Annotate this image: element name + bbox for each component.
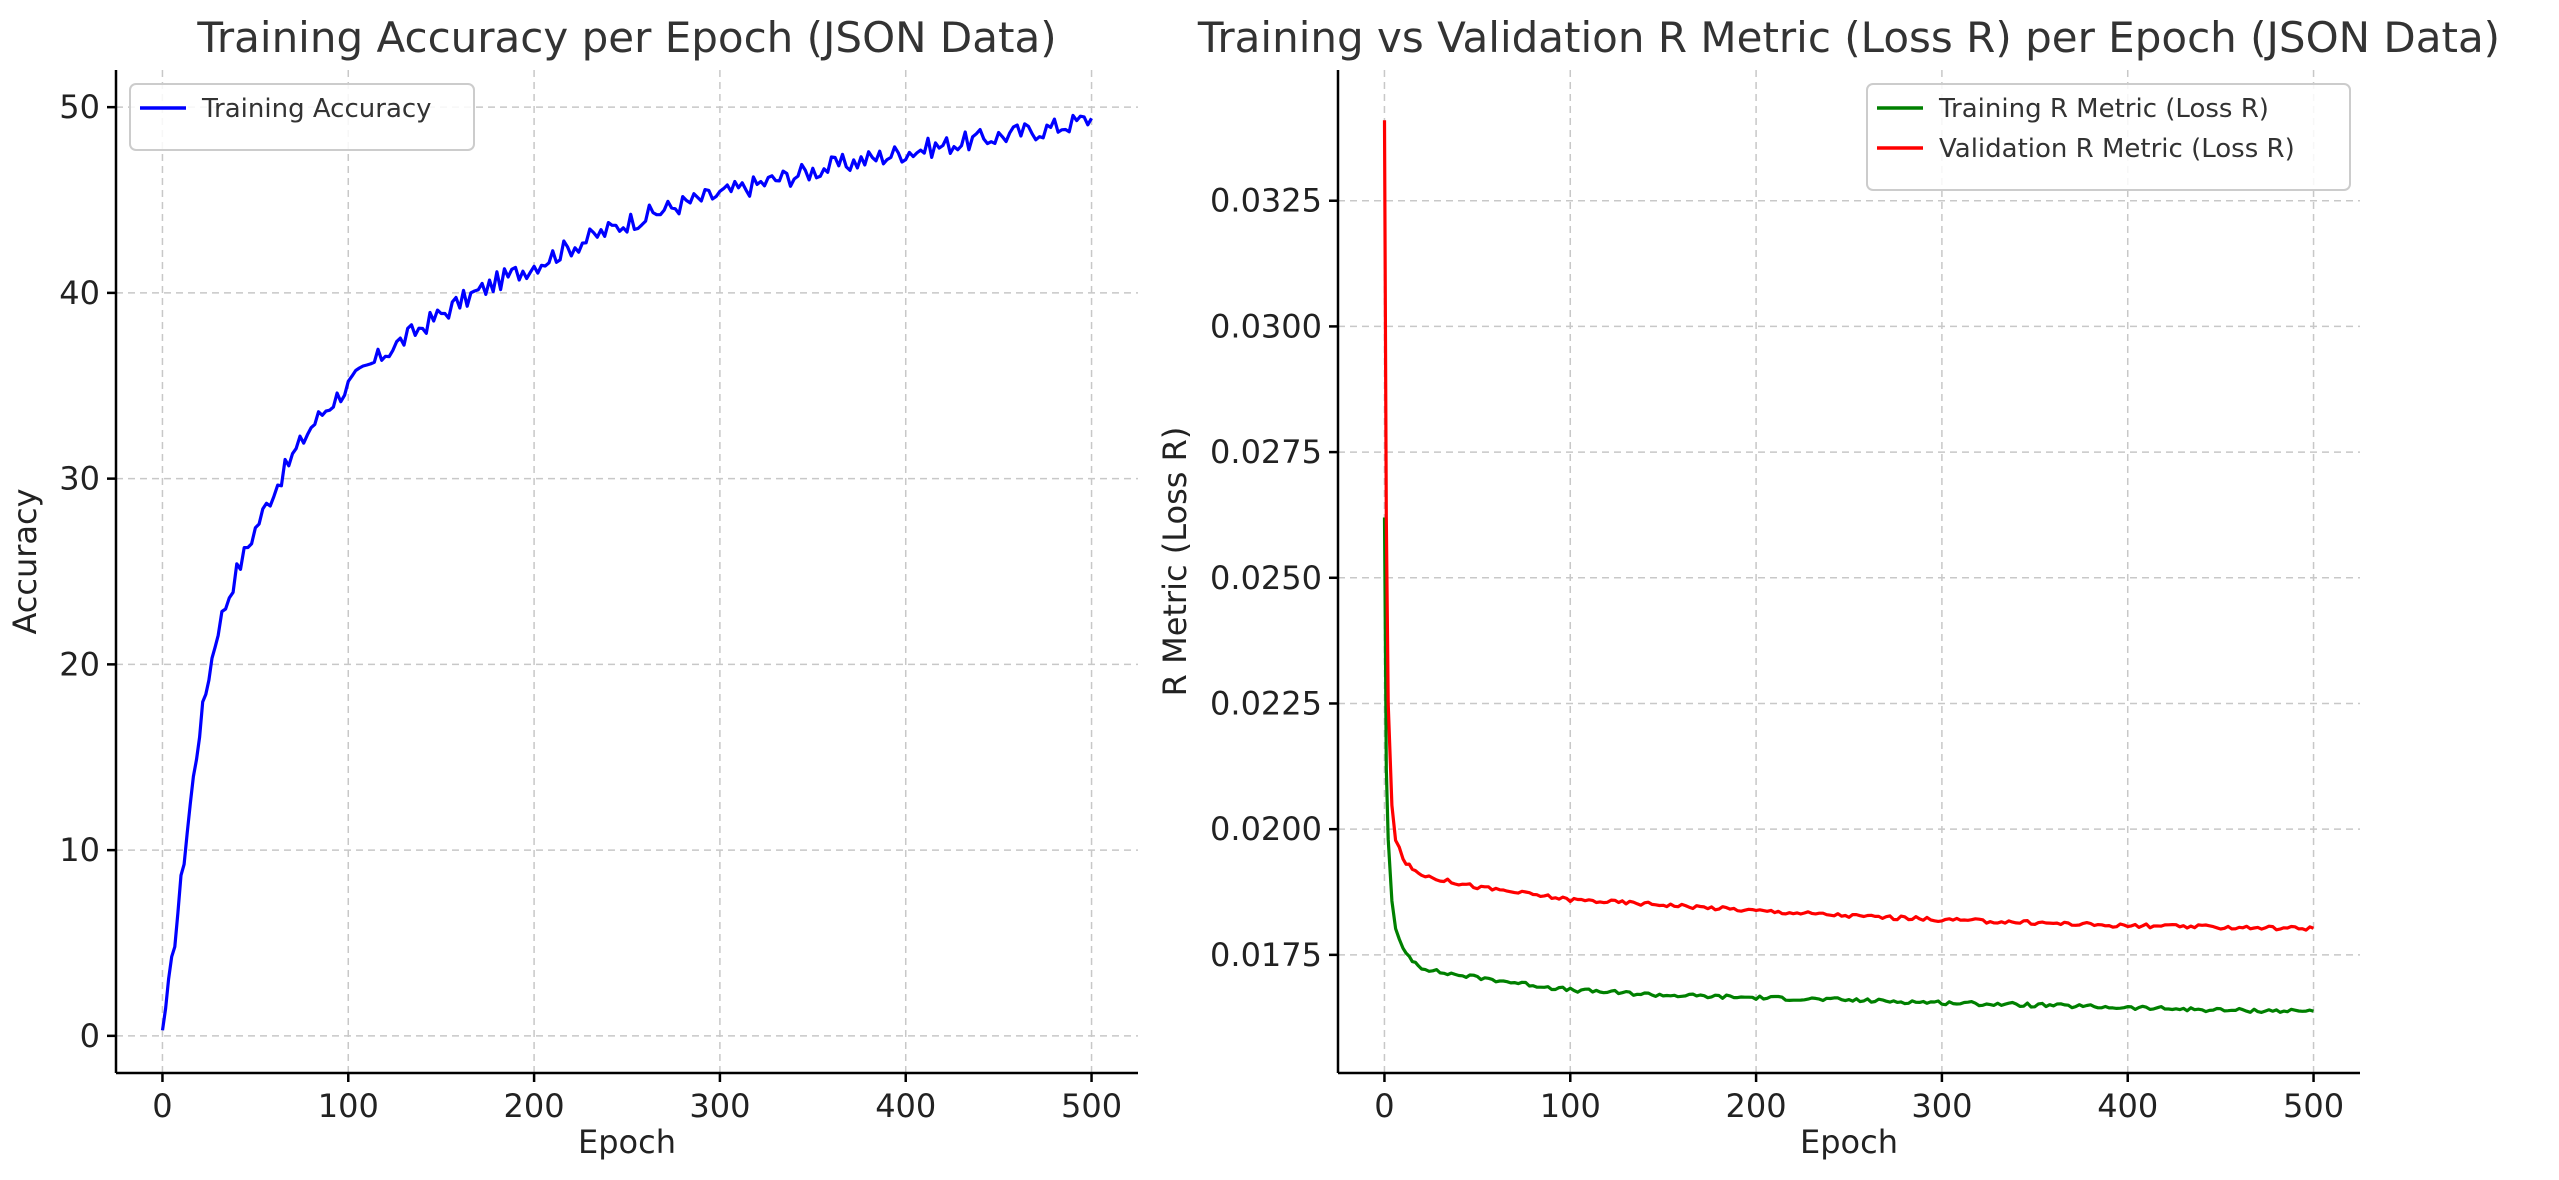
y-tick-label: 0.0275: [1210, 433, 1322, 471]
y-axis-label: Accuracy: [6, 488, 44, 634]
series-line-1: [1382, 517, 2314, 1015]
y-tick-label: 40: [59, 274, 100, 312]
y-axis-label: R Metric (Loss R): [1156, 427, 1194, 697]
x-tick-label: 200: [504, 1087, 565, 1125]
x-tick-label: 400: [2097, 1087, 2158, 1125]
legend-box: [129, 83, 475, 151]
chart-title: Training Accuracy per Epoch (JSON Data): [196, 13, 1056, 62]
y-tick-label: 10: [59, 831, 100, 869]
y-tick-label: 0.0200: [1210, 810, 1322, 848]
y-tick-label: 0.0325: [1210, 182, 1322, 220]
y-tick-label: 50: [59, 88, 100, 126]
y-tick-label: 20: [59, 645, 100, 683]
legend-box: [1866, 83, 2351, 191]
y-tick-label: 0.0225: [1210, 684, 1322, 722]
legend-label: Validation R Metric (Loss R): [1939, 134, 2295, 164]
x-tick-label: 500: [2283, 1087, 2344, 1125]
chart-panel-1: 0 100 200 300 400 500 0 10 20 30 40 50 Training Accu…: [6, 13, 1138, 1161]
series-line-1: [160, 113, 1093, 1031]
legend-label: Training R Metric (Loss R): [1938, 94, 2269, 124]
x-tick-label: 400: [875, 1087, 936, 1125]
y-tick-label: 30: [59, 460, 100, 498]
legend-label: Training Accuracy: [201, 94, 432, 124]
x-tick-label: 0: [1374, 1087, 1394, 1125]
y-tick-label: 0.0300: [1210, 307, 1322, 345]
y-tick-label: 0.0250: [1210, 559, 1322, 597]
legend: Training R Metric (Loss R) Validation R M…: [1866, 83, 2351, 191]
x-tick-label: 300: [689, 1087, 750, 1125]
x-tick-label: 100: [318, 1087, 379, 1125]
x-tick-label: 100: [1540, 1087, 1601, 1125]
x-tick-label: 200: [1726, 1087, 1787, 1125]
series-line-2: [1382, 120, 2315, 932]
y-tick-label: 0: [80, 1017, 100, 1055]
x-axis-label: Epoch: [1800, 1123, 1898, 1161]
y-tick-label: 0.0175: [1210, 936, 1322, 974]
x-tick-label: 0: [152, 1087, 172, 1125]
legend: Training Accuracy: [129, 83, 475, 151]
chart-panel-2: 0 100 200 300 400 500 0.0175 0.0200 0.0225 0.0250…: [1156, 13, 2500, 1161]
x-axis-label: Epoch: [578, 1123, 676, 1161]
chart-title: Training vs Validation R Metric (Loss R)…: [1197, 13, 2500, 62]
x-tick-label: 500: [1061, 1087, 1122, 1125]
x-tick-label: 300: [1911, 1087, 1972, 1125]
